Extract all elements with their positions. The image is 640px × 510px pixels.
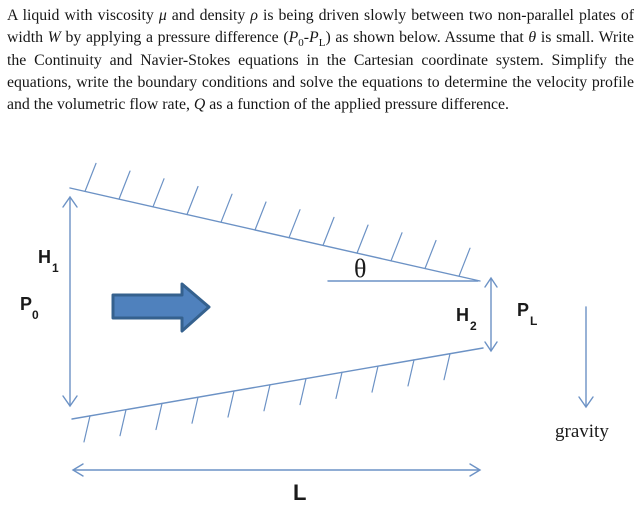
top-plate-hatching xyxy=(84,162,471,277)
bottom-plate-hatching xyxy=(83,353,451,443)
length-dimension-arrow xyxy=(71,463,482,477)
h1-dimension-arrow xyxy=(62,195,78,408)
svg-text:0: 0 xyxy=(32,308,39,322)
bottom-plate-line xyxy=(71,347,484,420)
label-h2: H 2 xyxy=(456,305,477,333)
diagram-linework xyxy=(62,162,594,477)
svg-text:1: 1 xyxy=(52,261,59,275)
top-plate-line xyxy=(69,187,481,282)
problem-statement: A liquid with viscosity μ and density ρ … xyxy=(7,7,635,114)
arrowhead-right-icon xyxy=(469,463,482,477)
diagram-labels: H 1 P 0 H 2 P L θ L gravity xyxy=(20,247,609,505)
arrowhead-left-icon xyxy=(71,463,84,477)
arrowhead-up-icon xyxy=(484,276,498,288)
svg-text:H: H xyxy=(38,247,51,267)
svg-text:H: H xyxy=(456,305,469,325)
h2-dimension-arrow xyxy=(484,276,498,353)
label-h1: H 1 xyxy=(38,247,59,275)
flow-direction-arrow-icon xyxy=(111,282,211,333)
arrowhead-down-icon xyxy=(578,396,594,409)
arrowhead-down-icon xyxy=(62,395,78,408)
svg-text:2: 2 xyxy=(470,319,477,333)
label-p0: P 0 xyxy=(20,294,39,322)
gravity-arrow xyxy=(578,306,594,409)
svg-text:P: P xyxy=(517,300,529,320)
label-theta: θ xyxy=(354,254,366,283)
label-length: L xyxy=(293,480,306,505)
svg-text:P: P xyxy=(20,294,32,314)
arrowhead-up-icon xyxy=(62,195,78,208)
label-gravity: gravity xyxy=(555,421,609,442)
svg-text:L: L xyxy=(530,314,537,328)
label-pl: P L xyxy=(517,300,537,328)
arrowhead-down-icon xyxy=(484,341,498,353)
